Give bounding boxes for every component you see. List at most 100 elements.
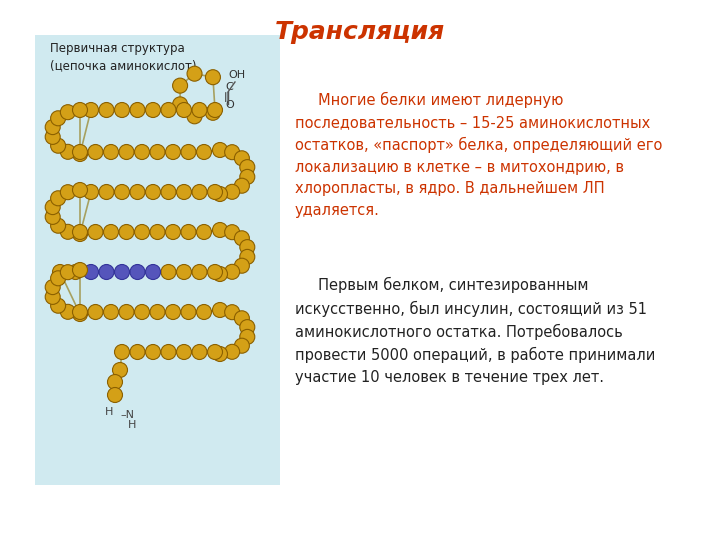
Circle shape: [240, 249, 255, 265]
Text: ∥: ∥: [224, 92, 229, 102]
Circle shape: [192, 185, 207, 199]
Circle shape: [225, 225, 240, 240]
Circle shape: [104, 145, 119, 159]
Circle shape: [240, 329, 255, 345]
Circle shape: [161, 103, 176, 118]
Text: Многие белки имеют лидерную
последовательность – 15-25 аминокислотных
остатков, : Многие белки имеют лидерную последовател…: [295, 92, 662, 218]
Circle shape: [99, 265, 114, 280]
Circle shape: [212, 302, 228, 318]
Circle shape: [107, 375, 122, 389]
Circle shape: [225, 305, 240, 320]
Circle shape: [45, 289, 60, 305]
Circle shape: [145, 103, 161, 118]
Circle shape: [88, 225, 103, 240]
Circle shape: [114, 103, 130, 118]
Circle shape: [45, 130, 60, 144]
Circle shape: [197, 145, 212, 159]
Circle shape: [205, 105, 220, 120]
Circle shape: [235, 231, 249, 246]
Circle shape: [73, 146, 88, 161]
Circle shape: [207, 345, 222, 360]
Circle shape: [161, 265, 176, 280]
Circle shape: [192, 265, 207, 280]
Circle shape: [73, 225, 88, 240]
Circle shape: [107, 388, 122, 402]
Circle shape: [166, 145, 181, 159]
Circle shape: [212, 222, 228, 238]
Circle shape: [60, 224, 76, 239]
Circle shape: [84, 265, 99, 280]
Circle shape: [99, 185, 114, 199]
Circle shape: [166, 305, 181, 320]
Text: C: C: [225, 82, 233, 92]
Circle shape: [207, 103, 222, 118]
Circle shape: [50, 271, 66, 286]
Circle shape: [235, 178, 249, 193]
Circle shape: [225, 184, 240, 199]
Circle shape: [235, 311, 249, 326]
Circle shape: [99, 103, 114, 118]
Circle shape: [225, 264, 240, 279]
Circle shape: [150, 225, 165, 240]
Circle shape: [53, 265, 68, 280]
Circle shape: [145, 265, 161, 280]
Circle shape: [88, 145, 103, 159]
Circle shape: [166, 225, 181, 240]
Circle shape: [187, 109, 202, 124]
Circle shape: [119, 145, 134, 159]
Circle shape: [114, 185, 130, 199]
Circle shape: [235, 151, 249, 166]
Circle shape: [60, 144, 76, 159]
Circle shape: [73, 183, 88, 198]
Circle shape: [119, 225, 134, 240]
Circle shape: [73, 305, 88, 320]
Bar: [35, 35, 280, 485]
Circle shape: [176, 345, 192, 360]
Circle shape: [130, 345, 145, 360]
Circle shape: [205, 70, 220, 85]
Circle shape: [240, 320, 255, 335]
Circle shape: [192, 103, 207, 118]
Circle shape: [50, 298, 66, 313]
Text: Первым белком, синтезированным
искусственно, был инсулин, состоящий из 51
аминок: Первым белком, синтезированным искусстве…: [295, 277, 655, 385]
Circle shape: [112, 362, 127, 377]
Circle shape: [104, 225, 119, 240]
Circle shape: [114, 265, 130, 280]
Circle shape: [212, 347, 228, 361]
Circle shape: [235, 338, 249, 353]
Circle shape: [84, 185, 99, 199]
Circle shape: [68, 265, 83, 280]
Circle shape: [60, 185, 76, 200]
Circle shape: [130, 265, 145, 280]
Circle shape: [104, 305, 119, 320]
Circle shape: [135, 145, 150, 159]
Circle shape: [73, 226, 88, 241]
Circle shape: [84, 103, 99, 118]
Circle shape: [207, 265, 222, 280]
Circle shape: [225, 345, 240, 359]
Circle shape: [197, 305, 212, 320]
Circle shape: [73, 145, 88, 159]
Circle shape: [225, 145, 240, 160]
Circle shape: [187, 66, 202, 81]
Text: H: H: [104, 407, 113, 417]
Circle shape: [135, 305, 150, 320]
Circle shape: [45, 200, 60, 214]
Circle shape: [150, 305, 165, 320]
Text: H: H: [128, 420, 136, 430]
Circle shape: [240, 170, 255, 184]
Circle shape: [73, 307, 88, 321]
Circle shape: [145, 185, 161, 199]
Circle shape: [60, 105, 76, 120]
Circle shape: [114, 345, 130, 360]
Circle shape: [176, 103, 192, 118]
Text: OH: OH: [228, 70, 245, 80]
Circle shape: [150, 145, 165, 159]
Circle shape: [235, 258, 249, 273]
Circle shape: [161, 345, 176, 360]
Text: –N: –N: [120, 410, 134, 420]
Circle shape: [145, 345, 161, 360]
Circle shape: [192, 345, 207, 360]
Circle shape: [45, 280, 60, 295]
Circle shape: [130, 103, 145, 118]
